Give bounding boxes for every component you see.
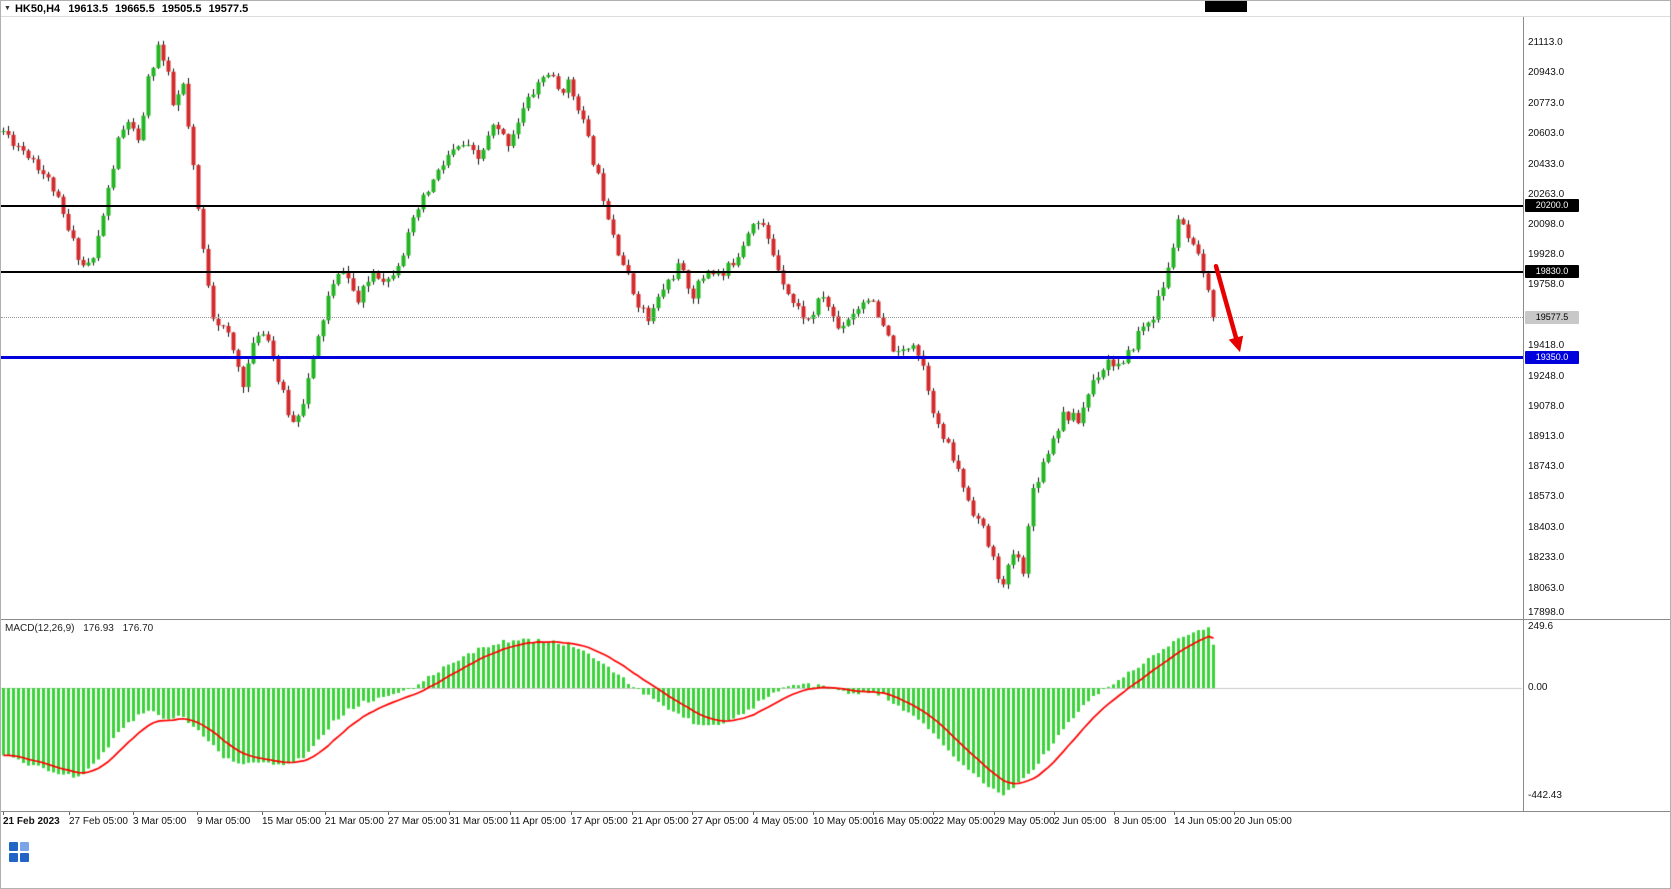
price-tick-label: 17898.0 bbox=[1528, 607, 1565, 618]
time-tick-label: 21 Mar 05:00 bbox=[325, 816, 384, 827]
level-line-resistance-19830[interactable] bbox=[1, 271, 1523, 274]
tile-top-right bbox=[20, 842, 29, 851]
time-scale-separator bbox=[1, 811, 1670, 812]
app-grid-icon[interactable] bbox=[9, 842, 29, 862]
time-tick-mark bbox=[753, 812, 754, 815]
price-tick-label: 20433.0 bbox=[1528, 158, 1565, 170]
tile-bottom-left bbox=[9, 853, 18, 862]
macd-name: MACD(12,26,9) bbox=[5, 623, 75, 634]
price-badge-resistance-19830: 19830.0 bbox=[1525, 265, 1579, 279]
price-chart-canvas[interactable] bbox=[1, 17, 1523, 809]
quote-open: 19613.5 bbox=[68, 2, 108, 15]
time-tick-mark bbox=[510, 812, 511, 815]
level-line-resistance-20200[interactable] bbox=[1, 205, 1523, 208]
time-tick-label: 27 Apr 05:00 bbox=[692, 816, 749, 827]
time-tick-mark bbox=[813, 812, 814, 815]
price-tick-label: 18063.0 bbox=[1528, 582, 1565, 594]
price-tick-label: 18913.0 bbox=[1528, 430, 1565, 442]
time-tick-mark bbox=[1234, 812, 1235, 815]
price-badge-bid-price-line: 19577.5 bbox=[1525, 310, 1579, 324]
time-tick-label: 27 Feb 05:00 bbox=[69, 816, 128, 827]
price-tick-label: 19418.0 bbox=[1528, 340, 1565, 352]
macd-scale-label: 249.6 bbox=[1528, 620, 1554, 632]
time-tick-mark bbox=[692, 812, 693, 815]
quote-high: 19665.5 bbox=[114, 2, 155, 15]
time-tick-label: 15 Mar 05:00 bbox=[262, 816, 321, 827]
time-tick-label: 9 Mar 05:00 bbox=[197, 816, 251, 827]
quote-low: 19505.5 bbox=[161, 2, 202, 15]
time-tick-mark bbox=[325, 812, 326, 815]
price-tick-label: 19248.0 bbox=[1528, 370, 1565, 382]
price-tick-label: 18403.0 bbox=[1528, 521, 1565, 533]
macd-scale-label: 0.00 bbox=[1528, 682, 1548, 693]
macd-indicator-label: MACD(12,26,9) 176.93 176.70 bbox=[5, 623, 159, 634]
symbol-dropdown-icon[interactable]: ▼ bbox=[4, 5, 11, 12]
price-tick-label: 19928.0 bbox=[1528, 248, 1565, 260]
price-badge-support-19350: 19350.0 bbox=[1525, 351, 1579, 365]
time-tick-label: 20 Jun 05:00 bbox=[1234, 816, 1292, 827]
price-tick-label: 20773.0 bbox=[1528, 97, 1565, 109]
level-line-bid-price-line[interactable] bbox=[1, 316, 1523, 318]
quote-close: 19577.5 bbox=[208, 2, 249, 15]
black-rectangle-object bbox=[1205, 1, 1247, 12]
price-badge-resistance-20200: 20200.0 bbox=[1525, 199, 1579, 213]
time-tick-label: 4 May 05:00 bbox=[753, 816, 809, 827]
time-tick-mark bbox=[994, 812, 995, 815]
indicator-window-separator[interactable] bbox=[1, 619, 1670, 620]
time-tick-label: 2 Jun 05:00 bbox=[1054, 816, 1107, 827]
level-line-support-19350[interactable] bbox=[1, 356, 1523, 360]
time-tick-mark bbox=[133, 812, 134, 815]
chart-title-bar: ▼ HK50,H4 19613.5 19665.5 19505.5 19577.… bbox=[1, 1, 1670, 17]
price-tick-label: 18573.0 bbox=[1528, 491, 1565, 503]
time-scale[interactable]: 21 Feb 2023 27 Feb 05:00 3 Mar 05:00 9 Mar … bbox=[1, 812, 1670, 832]
macd-signal-value: 176.70 bbox=[122, 623, 154, 634]
symbol-period-label: HK50,H4 bbox=[14, 2, 61, 15]
time-tick-mark bbox=[1174, 812, 1175, 815]
time-tick-mark bbox=[262, 812, 263, 815]
price-tick-label: 20943.0 bbox=[1528, 67, 1565, 79]
price-tick-label: 19758.0 bbox=[1528, 279, 1565, 291]
price-tick-label: 19078.0 bbox=[1528, 401, 1565, 412]
price-tick-label: 18743.0 bbox=[1528, 460, 1565, 472]
time-tick-label: 29 May 05:00 bbox=[994, 816, 1055, 827]
time-tick-mark bbox=[933, 812, 934, 815]
time-tick-mark bbox=[449, 812, 450, 815]
time-tick-label: 11 Apr 05:00 bbox=[510, 816, 566, 827]
time-tick-label: 17 Apr 05:00 bbox=[571, 816, 628, 827]
time-tick-label: 21 Apr 05:00 bbox=[632, 816, 689, 827]
time-tick-mark bbox=[1054, 812, 1055, 815]
price-tick-label: 18233.0 bbox=[1528, 552, 1565, 564]
tile-bottom-right bbox=[20, 853, 29, 862]
time-tick-mark bbox=[571, 812, 572, 815]
time-tick-mark bbox=[632, 812, 633, 815]
time-tick-mark bbox=[69, 812, 70, 815]
time-tick-mark bbox=[3, 812, 4, 815]
time-tick-mark bbox=[873, 812, 874, 815]
time-tick-label: 31 Mar 05:00 bbox=[449, 816, 508, 827]
price-tick-label: 20263.0 bbox=[1528, 189, 1565, 200]
time-tick-label: 21 Feb 2023 bbox=[3, 816, 60, 827]
time-tick-mark bbox=[197, 812, 198, 815]
time-tick-label: 22 May 05:00 bbox=[933, 816, 994, 827]
macd-main-value: 176.93 bbox=[83, 623, 114, 634]
price-tick-label: 20098.0 bbox=[1528, 218, 1565, 230]
time-tick-label: 3 Mar 05:00 bbox=[133, 816, 187, 827]
time-tick-mark bbox=[388, 812, 389, 815]
time-tick-label: 8 Jun 05:00 bbox=[1114, 816, 1167, 827]
time-tick-label: 10 May 05:00 bbox=[813, 816, 874, 827]
price-scale[interactable]: 20200.0 19830.0 19577.5 19350.0 21113.0 20943… bbox=[1524, 17, 1670, 811]
time-tick-mark bbox=[1114, 812, 1115, 815]
time-tick-label: 27 Mar 05:00 bbox=[388, 816, 447, 827]
price-tick-label: 20603.0 bbox=[1528, 128, 1565, 140]
tile-top-left bbox=[9, 842, 18, 851]
macd-scale-label: -442.43 bbox=[1528, 790, 1562, 802]
price-scale-separator bbox=[1523, 17, 1524, 811]
time-tick-label: 14 Jun 05:00 bbox=[1174, 816, 1232, 827]
price-tick-label: 21113.0 bbox=[1528, 36, 1563, 48]
time-tick-label: 16 May 05:00 bbox=[873, 816, 934, 827]
